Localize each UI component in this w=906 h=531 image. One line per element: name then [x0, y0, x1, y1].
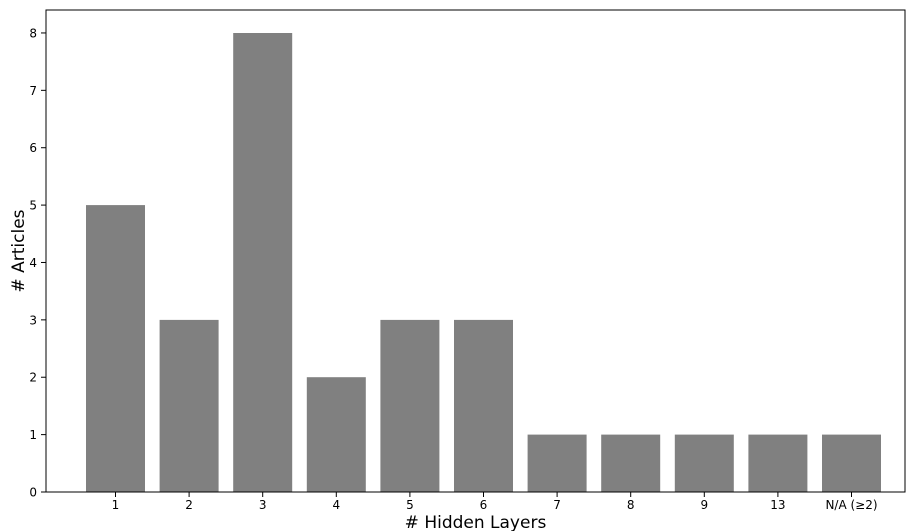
y-axis-title: # Articles: [9, 209, 29, 292]
x-axis-title: # Hidden Layers: [405, 513, 547, 531]
x-tick-label-9: 13: [770, 498, 785, 512]
x-tick-label-1: 2: [185, 498, 193, 512]
x-tick-label-5: 6: [480, 498, 488, 512]
bar-6: [527, 434, 587, 492]
y-tick-label-0: 0: [29, 486, 37, 500]
bar-9: [748, 434, 808, 492]
bar-10: [822, 434, 881, 492]
y-tick-label-2: 2: [29, 371, 37, 385]
x-tick-label-8: 9: [700, 498, 708, 512]
y-tick-label-4: 4: [29, 256, 37, 270]
x-tick-label-2: 3: [259, 498, 267, 512]
x-tick-label-7: 8: [627, 498, 635, 512]
plot-frame: [45, 9, 906, 493]
x-axis: 1 2 3 4 5 6 7 8 9 13 N/A (≥2): [112, 492, 878, 512]
y-tick-label-3: 3: [29, 313, 37, 327]
y-tick-label-6: 6: [29, 141, 37, 155]
y-tick-label-1: 1: [29, 428, 37, 442]
x-tick-label-3: 4: [332, 498, 340, 512]
x-tick-label-4: 5: [406, 498, 414, 512]
x-tick-label-6: 7: [553, 498, 561, 512]
y-axis: 0 1 2 3 4 5 6 7 8: [29, 26, 46, 500]
y-tick-label-7: 7: [29, 84, 37, 98]
bar-8: [674, 434, 734, 492]
bar-4: [380, 319, 440, 492]
y-tick-label-8: 8: [29, 26, 37, 40]
bar-2: [233, 33, 293, 492]
bar-3: [306, 377, 366, 492]
bar-7: [601, 434, 661, 492]
bar-5: [454, 319, 513, 492]
bar-0: [86, 205, 145, 492]
x-tick-label-0: 1: [112, 498, 120, 512]
plot-area: [86, 33, 881, 492]
x-tick-label-10: N/A (≥2): [825, 498, 877, 512]
y-tick-label-5: 5: [29, 199, 37, 213]
bar-1: [159, 319, 219, 492]
